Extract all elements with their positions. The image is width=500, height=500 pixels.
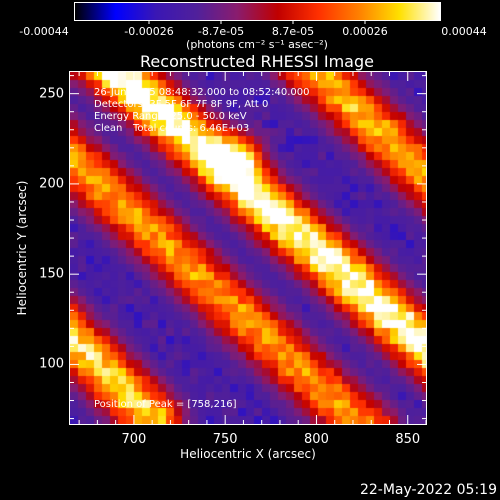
peak-position-label: Position of Peak = [758,216]: [94, 399, 237, 410]
colorbar-units: (photons cm⁻² s⁻¹ asec⁻²): [186, 38, 328, 51]
x-tick-label: 750: [212, 432, 238, 447]
y-tick-label: 250: [39, 86, 64, 102]
detectors-label: Detectors: 3F 5F 6F 7F 8F 9F, Att 0: [94, 99, 269, 110]
y-tick-label: 150: [39, 266, 64, 282]
y-tick-label: 200: [39, 176, 64, 192]
x-tick-label: 850: [395, 432, 421, 447]
image-plot-area: 26-Jun-2015 08:48:32.000 to 08:52:40.000…: [69, 71, 427, 425]
time-range-label: 26-Jun-2015 08:48:32.000 to 08:52:40.000: [94, 87, 310, 98]
plot-title: Reconstructed RHESSI Image: [140, 52, 374, 71]
x-axis-label: Heliocentric X (arcsec): [180, 447, 316, 461]
colorbar: [74, 2, 441, 21]
colorbar-tick-label: -0.00044: [19, 25, 69, 38]
colorbar-tick-label: 0.00044: [441, 25, 487, 38]
y-axis-label: Heliocentric Y (arcsec): [15, 180, 29, 316]
x-tick-label: 800: [304, 432, 329, 447]
timestamp: 22-May-2022 05:19: [359, 482, 497, 498]
clean-label: Clean: [94, 123, 123, 134]
colorbar-tick-label: 8.7e-05: [271, 25, 315, 38]
colorbar-ticks: [148, 20, 366, 24]
energy-range-label: Energy Range: 25.0 - 50.0 keV: [94, 111, 247, 122]
colorbar-tick-label: -8.7e-05: [197, 25, 245, 38]
total-counts-label: Total counts: 6.46E+03: [133, 123, 250, 134]
x-tick-label: 700: [121, 432, 147, 447]
colorbar-tick-label: -0.00026: [124, 25, 174, 38]
colorbar-tick-label: 0.00026: [342, 25, 388, 38]
heatmap-image: [70, 72, 426, 424]
y-tick-label: 100: [39, 356, 64, 372]
